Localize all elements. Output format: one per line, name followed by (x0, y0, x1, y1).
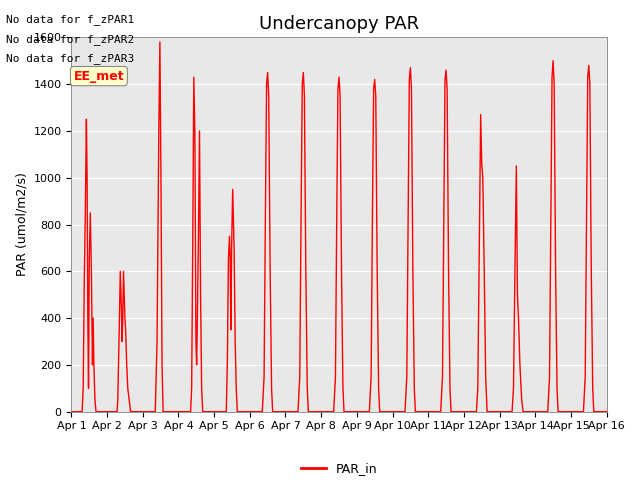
Text: No data for f_zPAR2: No data for f_zPAR2 (6, 34, 134, 45)
Y-axis label: PAR (umol/m2/s): PAR (umol/m2/s) (15, 173, 28, 276)
Text: No data for f_zPAR3: No data for f_zPAR3 (6, 53, 134, 64)
Title: Undercanopy PAR: Undercanopy PAR (259, 15, 419, 33)
Text: EE_met: EE_met (74, 70, 124, 83)
Text: No data for f_zPAR1: No data for f_zPAR1 (6, 14, 134, 25)
Legend: PAR_in: PAR_in (296, 457, 382, 480)
